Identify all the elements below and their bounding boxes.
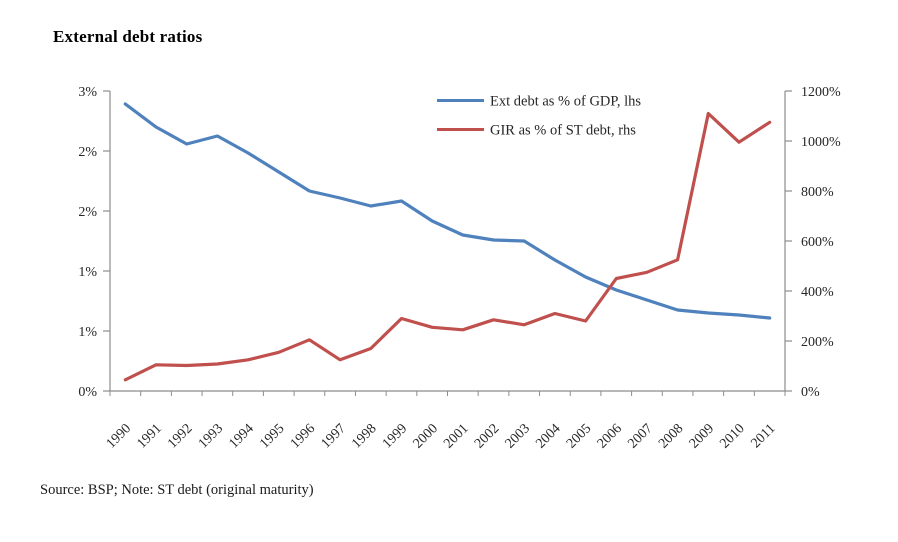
x-axis-year-label: 2011	[748, 421, 778, 451]
right-axis-tick-label: 0%	[801, 385, 820, 400]
x-axis-year-label: 2006	[595, 421, 625, 451]
x-axis-year-label: 2008	[656, 421, 686, 451]
x-axis-year-label: 2002	[472, 421, 502, 451]
legend-label: Ext debt as % of GDP, lhs	[490, 94, 641, 110]
left-axis-tick-label: 1%	[78, 325, 97, 340]
x-axis-year-label: 1996	[288, 421, 318, 451]
series-line-ext-debt-gdp	[123, 102, 772, 320]
chart-title: External debt ratios	[53, 27, 203, 46]
right-axis-tick-label: 200%	[801, 335, 834, 350]
x-axis-year-label: 2004	[533, 421, 563, 451]
x-axis-year-label: 2001	[441, 421, 471, 451]
source-note: Source: BSP; Note: ST debt (original mat…	[40, 482, 314, 498]
right-axis-tick-label: 800%	[801, 185, 834, 200]
x-axis-year-label: 2009	[687, 421, 717, 451]
x-axis-year-label: 1997	[319, 421, 349, 451]
x-axis-year-label: 1994	[226, 421, 256, 451]
left-axis-tick-label: 3%	[78, 85, 97, 100]
x-axis-year-label: 2000	[411, 421, 441, 451]
x-axis-year-label: 1999	[380, 421, 410, 451]
x-axis-year-label: 1998	[349, 421, 379, 451]
legend-label: GIR as % of ST debt, rhs	[490, 123, 636, 139]
x-axis-year-label: 1995	[257, 421, 287, 451]
x-axis-year-label: 1992	[165, 421, 195, 451]
left-axis-tick-label: 2%	[78, 205, 97, 220]
series-line-gir-st-debt	[123, 111, 772, 382]
x-axis-year-label: 1993	[196, 421, 226, 451]
x-axis-year-label: 2010	[717, 421, 747, 451]
x-axis-year-label: 1990	[104, 421, 134, 451]
right-axis-tick-label: 1200%	[801, 85, 841, 100]
x-axis-year-label: 1991	[134, 421, 164, 451]
left-axis-tick-label: 2%	[78, 145, 97, 160]
right-axis-tick-label: 400%	[801, 285, 834, 300]
left-axis-tick-label: 0%	[78, 385, 97, 400]
left-axis-tick-label: 1%	[78, 265, 97, 280]
x-axis-year-label: 2005	[564, 421, 594, 451]
x-axis-year-label: 2007	[625, 421, 655, 451]
x-axis-year-label: 2003	[503, 421, 533, 451]
right-axis-tick-label: 600%	[801, 235, 834, 250]
right-axis-tick-label: 1000%	[801, 135, 841, 150]
